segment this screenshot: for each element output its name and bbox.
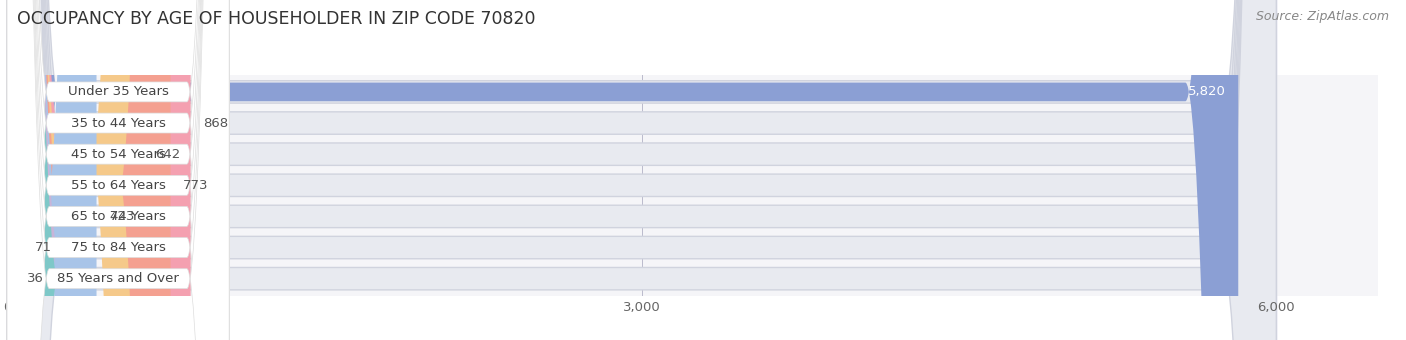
Text: 36: 36 <box>27 272 44 285</box>
Text: 642: 642 <box>156 148 181 161</box>
Text: 423: 423 <box>110 210 135 223</box>
FancyBboxPatch shape <box>7 0 1277 340</box>
Text: 5,820: 5,820 <box>1188 85 1226 98</box>
FancyBboxPatch shape <box>7 0 229 340</box>
Text: 868: 868 <box>204 117 228 130</box>
FancyBboxPatch shape <box>7 0 170 340</box>
FancyBboxPatch shape <box>0 0 60 340</box>
Text: Under 35 Years: Under 35 Years <box>67 85 169 98</box>
Text: 45 to 54 Years: 45 to 54 Years <box>70 148 166 161</box>
FancyBboxPatch shape <box>7 0 229 340</box>
Text: 773: 773 <box>183 179 208 192</box>
Text: 75 to 84 Years: 75 to 84 Years <box>70 241 166 254</box>
Text: 55 to 64 Years: 55 to 64 Years <box>70 179 166 192</box>
Text: Source: ZipAtlas.com: Source: ZipAtlas.com <box>1256 10 1389 23</box>
FancyBboxPatch shape <box>7 0 1277 340</box>
FancyBboxPatch shape <box>0 0 60 340</box>
Text: 35 to 44 Years: 35 to 44 Years <box>70 117 166 130</box>
FancyBboxPatch shape <box>7 0 1239 340</box>
Text: 71: 71 <box>35 241 52 254</box>
FancyBboxPatch shape <box>7 0 229 340</box>
FancyBboxPatch shape <box>7 0 229 340</box>
FancyBboxPatch shape <box>7 0 229 340</box>
FancyBboxPatch shape <box>7 0 229 340</box>
FancyBboxPatch shape <box>7 0 97 340</box>
FancyBboxPatch shape <box>7 0 1277 340</box>
Text: OCCUPANCY BY AGE OF HOUSEHOLDER IN ZIP CODE 70820: OCCUPANCY BY AGE OF HOUSEHOLDER IN ZIP C… <box>17 10 536 28</box>
FancyBboxPatch shape <box>7 0 229 340</box>
FancyBboxPatch shape <box>7 0 1277 340</box>
FancyBboxPatch shape <box>7 0 143 340</box>
FancyBboxPatch shape <box>7 0 1277 340</box>
FancyBboxPatch shape <box>7 0 191 340</box>
Text: 65 to 74 Years: 65 to 74 Years <box>70 210 166 223</box>
FancyBboxPatch shape <box>7 0 1277 340</box>
FancyBboxPatch shape <box>7 0 1277 340</box>
Text: 85 Years and Over: 85 Years and Over <box>58 272 179 285</box>
